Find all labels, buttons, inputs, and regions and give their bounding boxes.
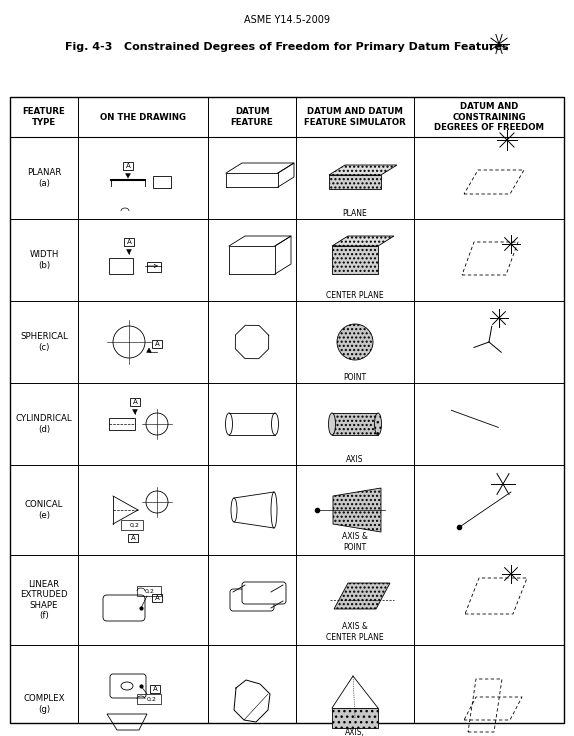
Text: SPHERICAL
(c): SPHERICAL (c) [20, 332, 68, 352]
Bar [123, 162, 133, 170]
FancyBboxPatch shape [103, 595, 145, 621]
Text: 0,2: 0,2 [147, 696, 157, 701]
Bar [152, 340, 162, 348]
Polygon shape [332, 246, 378, 274]
Text: DATUM
FEATURE: DATUM FEATURE [231, 107, 273, 127]
Polygon shape [133, 410, 137, 414]
Ellipse shape [272, 413, 278, 435]
Polygon shape [146, 348, 152, 353]
Bar [153, 176, 171, 188]
Text: A: A [154, 341, 160, 347]
Text: AXIS,
POINT,
& CENTER PLANE: AXIS, POINT, & CENTER PLANE [322, 728, 388, 736]
Polygon shape [332, 236, 394, 246]
Polygon shape [333, 488, 381, 532]
Bar [130, 398, 140, 406]
Text: 0,2: 0,2 [130, 523, 140, 528]
Polygon shape [126, 174, 130, 178]
Bar [150, 685, 160, 693]
Text: DATUM AND
CONSTRAINING
DEGREES OF FREEDOM: DATUM AND CONSTRAINING DEGREES OF FREEDO… [434, 102, 544, 132]
Text: A: A [127, 239, 131, 245]
Polygon shape [127, 250, 131, 254]
FancyBboxPatch shape [230, 589, 274, 611]
Text: A: A [153, 686, 157, 692]
Text: POINT: POINT [343, 372, 367, 381]
Polygon shape [329, 175, 381, 189]
Text: FEATURE
TYPE: FEATURE TYPE [22, 107, 65, 127]
Text: ASME Y14.5-2009: ASME Y14.5-2009 [244, 15, 330, 25]
Ellipse shape [226, 413, 232, 435]
FancyBboxPatch shape [242, 582, 286, 604]
Circle shape [337, 324, 373, 360]
Bar [124, 238, 134, 246]
Ellipse shape [328, 413, 335, 435]
Ellipse shape [271, 492, 277, 528]
Ellipse shape [121, 682, 133, 690]
Text: ON THE DRAWING: ON THE DRAWING [100, 113, 186, 121]
Text: A: A [154, 595, 160, 601]
Text: A: A [131, 535, 135, 541]
Text: PLANE: PLANE [343, 208, 367, 218]
Ellipse shape [231, 498, 237, 522]
Text: CENTER PLANE: CENTER PLANE [326, 291, 384, 300]
Polygon shape [329, 165, 397, 175]
Bar [137, 586, 161, 596]
Text: LINEAR
EXTRUDED
SHAPE
(f): LINEAR EXTRUDED SHAPE (f) [20, 580, 68, 620]
Text: A: A [133, 399, 137, 405]
Bar [147, 262, 161, 272]
Bar [332, 413, 378, 435]
Bar [152, 594, 162, 602]
Polygon shape [334, 583, 390, 609]
Bar [121, 520, 143, 530]
Text: WIDTH
(b): WIDTH (b) [29, 250, 59, 269]
Bar [137, 694, 161, 704]
Bar [128, 534, 138, 542]
Text: AXIS &
CENTER PLANE: AXIS & CENTER PLANE [326, 623, 384, 642]
Text: 0,2: 0,2 [145, 589, 155, 593]
Text: Fig. 4-3   Constrained Degrees of Freedom for Primary Datum Features: Fig. 4-3 Constrained Degrees of Freedom … [65, 42, 509, 52]
Text: CYLINDRICAL
(d): CYLINDRICAL (d) [15, 414, 72, 434]
Bar [10, 97, 564, 723]
FancyBboxPatch shape [110, 674, 146, 698]
Text: AXIS: AXIS [346, 455, 364, 464]
Text: A: A [126, 163, 130, 169]
Text: DATUM AND DATUM
FEATURE SIMULATOR: DATUM AND DATUM FEATURE SIMULATOR [304, 107, 406, 127]
Text: PLANAR
(a): PLANAR (a) [27, 169, 61, 188]
Polygon shape [332, 708, 378, 728]
Text: CONICAL
(e): CONICAL (e) [25, 500, 63, 520]
Bar [109, 418, 135, 430]
Ellipse shape [374, 413, 382, 435]
Text: AXIS &
POINT: AXIS & POINT [342, 532, 368, 552]
Text: COMPLEX
(g): COMPLEX (g) [24, 694, 65, 714]
Bar [109, 258, 133, 274]
